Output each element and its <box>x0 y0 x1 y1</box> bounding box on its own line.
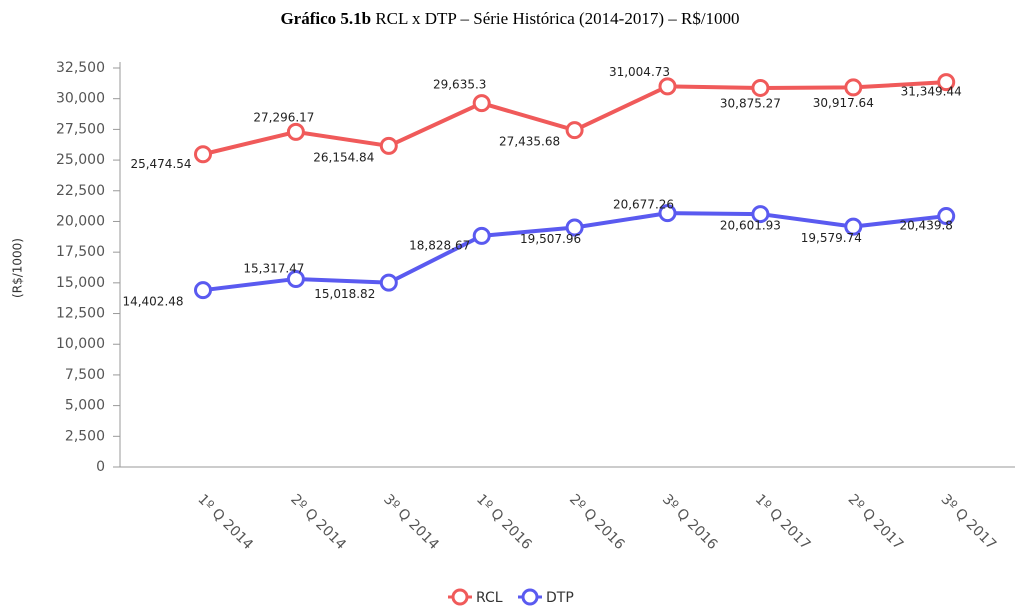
y-tick-label: 7,500 <box>65 367 105 383</box>
data-label: 20,439.8 <box>899 219 952 233</box>
point <box>844 217 863 236</box>
chart-title: Gráfico 5.1b RCL x DTP – Série Histórica… <box>280 9 739 28</box>
y-tick-label: 15,000 <box>56 275 105 291</box>
title-label: Gráfico 5.1b <box>280 9 371 28</box>
y-tick-label: 25,000 <box>56 152 105 168</box>
data-label: 30,875.27 <box>720 96 781 110</box>
x-tick-label: 2º Q 2017 <box>845 491 907 553</box>
x-tick-label: 3º Q 2014 <box>380 491 442 553</box>
data-label: 31,349.44 <box>901 85 962 99</box>
series-line <box>202 80 947 157</box>
data-label: 15,018.82 <box>314 287 375 301</box>
y-tick-label: 27,500 <box>56 121 105 137</box>
x-tick-label: 2º Q 2016 <box>566 491 628 553</box>
data-label: 27,296.17 <box>253 110 314 124</box>
y-tick-label: 17,500 <box>56 244 105 260</box>
y-tick-label: 22,500 <box>56 183 105 199</box>
point <box>194 145 212 164</box>
point <box>472 226 491 245</box>
point <box>751 205 770 224</box>
data-label: 15,317.47 <box>243 261 304 275</box>
point <box>565 121 584 140</box>
point <box>472 94 491 113</box>
x-tick-label: 3º Q 2016 <box>659 491 721 553</box>
data-label: 31,004.73 <box>609 65 670 79</box>
data-label: 14,402.48 <box>122 295 183 309</box>
point <box>937 207 956 226</box>
legend-label: DTP <box>546 590 574 606</box>
x-tick-label: 2º Q 2014 <box>287 491 349 553</box>
data-label: 20,677.26 <box>613 198 674 212</box>
y-tick-label: 12,500 <box>56 306 105 322</box>
legend-marker <box>451 588 469 606</box>
point <box>194 281 212 300</box>
y-axis-label: (R$/1000) <box>11 238 25 298</box>
point <box>658 77 677 96</box>
y-tick-label: 2,500 <box>65 428 105 444</box>
point <box>937 73 956 92</box>
point <box>658 204 677 223</box>
data-label: 19,507.96 <box>520 232 581 246</box>
data-label: 30,917.64 <box>813 96 874 110</box>
data-label: 27,435.68 <box>499 135 560 149</box>
y-tick-label: 0 <box>96 459 105 475</box>
data-label: 20,601.93 <box>720 219 781 233</box>
data-label: 25,474.54 <box>130 157 191 171</box>
data-label: 29,635.3 <box>433 78 486 92</box>
legend-marker <box>521 588 539 606</box>
y-tick-label: 32,500 <box>56 60 105 76</box>
x-tick-label: 1º Q 2017 <box>752 491 814 553</box>
data-label: 18,828.67 <box>409 238 470 252</box>
title-text: RCL x DTP – Série Histórica (2014-2017) … <box>375 9 739 28</box>
point <box>286 122 305 141</box>
x-tick-label: 1º Q 2016 <box>473 491 535 553</box>
point <box>379 136 398 155</box>
data-label: 19,579.74 <box>801 231 862 245</box>
y-tick-label: 5,000 <box>65 398 105 414</box>
point <box>286 269 305 288</box>
point <box>379 273 398 292</box>
y-tick-label: 30,000 <box>56 91 105 107</box>
y-tick-label: 10,000 <box>56 336 105 352</box>
y-tick-label: 20,000 <box>56 213 105 229</box>
x-tick-label: 1º Q 2014 <box>194 491 256 553</box>
point <box>844 78 863 97</box>
legend-label: RCL <box>476 590 503 606</box>
point <box>751 78 770 97</box>
x-tick-label: 3º Q 2017 <box>938 491 1000 553</box>
point <box>565 218 584 237</box>
data-label: 26,154.84 <box>313 150 374 164</box>
